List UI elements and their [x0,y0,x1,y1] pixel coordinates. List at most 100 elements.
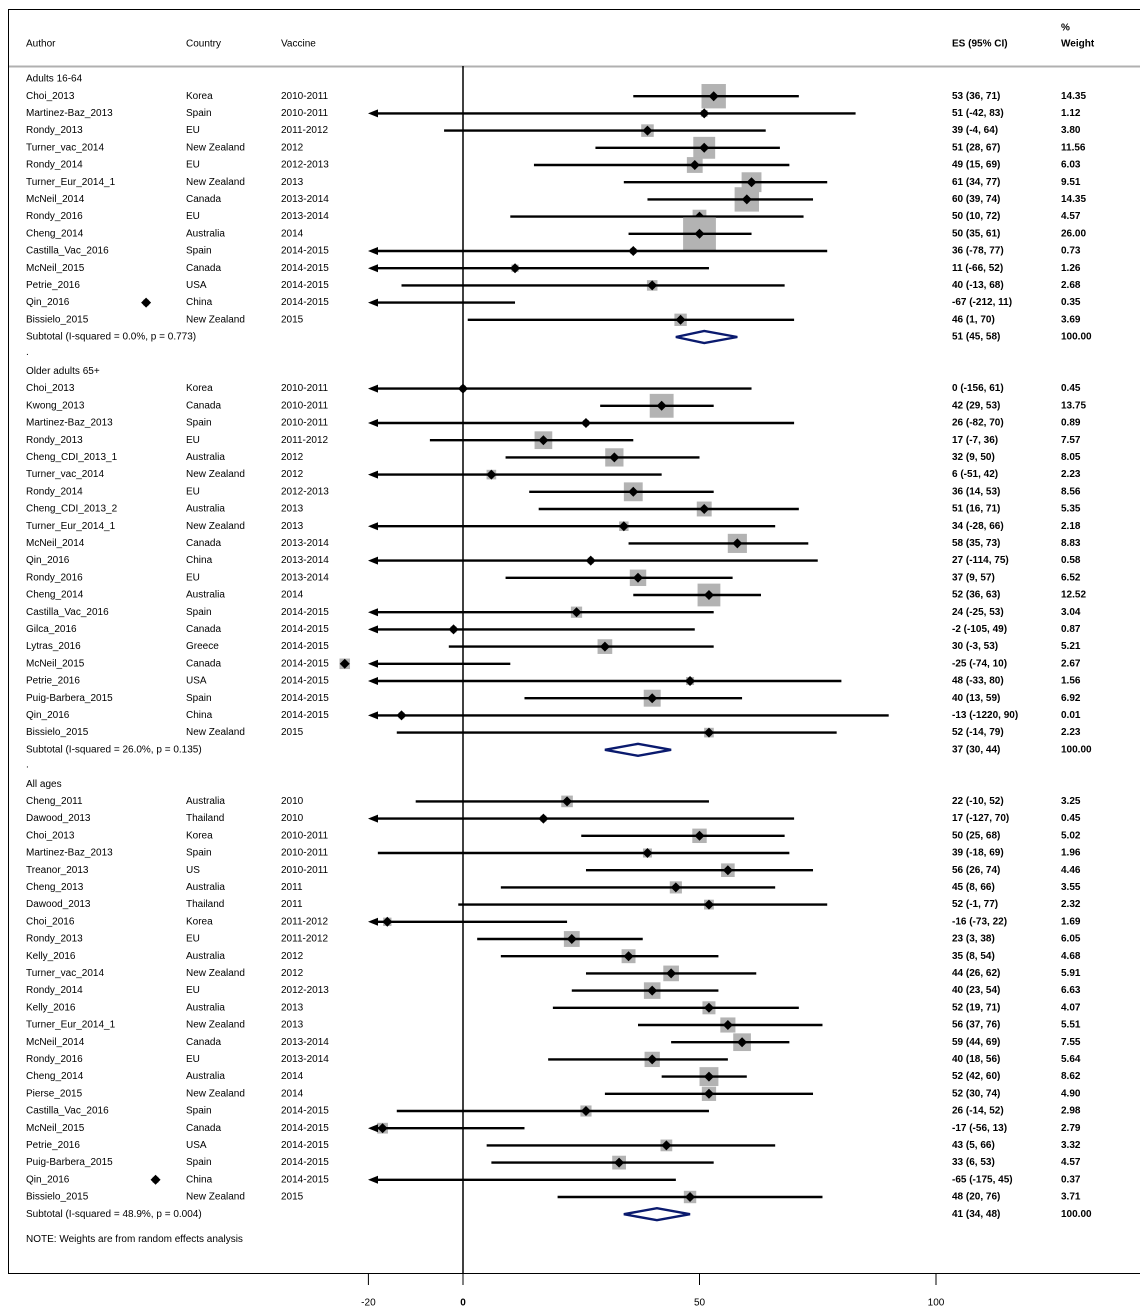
point-estimate [566,934,577,944]
study-row [368,469,662,480]
study-vaccine: 2014-2015 [281,1174,329,1185]
study-country: China [186,710,213,721]
study-row [595,136,780,159]
study-weight: 12.52 [1061,590,1086,601]
study-es: 52 (36, 63) [952,590,1000,601]
study-weight: 26.00 [1061,228,1086,239]
study-weight: 5.91 [1061,968,1081,979]
study-row [368,1122,525,1134]
study-vaccine: 2014 [281,1088,304,1099]
study-row [368,263,709,274]
study-author: Turner_vac_2014 [26,968,104,979]
ci-arrow-left [368,608,378,617]
study-es: -17 (-56, 13) [952,1123,1007,1134]
study-row [529,482,714,502]
point-estimate [732,538,743,549]
study-country: EU [186,572,200,583]
study-country: Spain [186,1157,212,1168]
study-row [467,313,795,326]
group-separator-dot: . [26,347,29,358]
weights-note: NOTE: Weights are from random effects an… [26,1234,243,1245]
study-es: 50 (10, 72) [952,211,1000,222]
study-row [491,1155,714,1170]
study-country: EU [186,435,200,446]
study-author: Choi_2013 [26,830,75,841]
study-es: 51 (-42, 83) [952,108,1004,119]
study-es: 39 (-18, 69) [952,848,1004,859]
study-vaccine: 2015 [281,1192,304,1203]
x-tick-label: -20 [361,1298,376,1309]
point-estimate [746,177,757,188]
study-author: Turner_Eur_2014_1 [26,521,116,532]
study-weight: 5.64 [1061,1054,1081,1065]
study-country: New Zealand [186,1020,245,1031]
study-vaccine: 2015 [281,314,304,325]
study-author: Rondy_2016 [26,211,83,222]
study-es: 52 (-14, 79) [952,727,1004,738]
study-author: Rondy_2016 [26,572,83,583]
study-es: 23 (3, 38) [952,934,995,945]
study-author: McNeil_2015 [26,263,85,274]
study-country: USA [186,676,207,687]
study-country: Australia [186,882,225,893]
study-weight: 9.51 [1061,177,1081,188]
study-vaccine: 2012-2013 [281,985,329,996]
point-estimate [722,1020,733,1030]
study-weight: 1.69 [1061,916,1081,927]
study-country: Canada [186,624,221,635]
point-estimate [642,125,653,136]
ci-arrow-left [368,1124,378,1133]
study-es: 36 (14, 53) [952,486,1000,497]
study-row [368,418,795,428]
subtotal-diamond [604,742,672,758]
study-es: 40 (13, 59) [952,693,1000,704]
study-es: 58 (35, 73) [952,538,1000,549]
study-author: Lytras_2016 [26,641,81,652]
study-weight: 4.46 [1061,865,1081,876]
study-weight: 6.52 [1061,572,1081,583]
study-row [628,217,752,251]
study-es: 35 (8, 54) [952,951,995,962]
study-row [510,209,804,224]
point-estimate [685,1192,696,1202]
study-vaccine: 2014-2015 [281,624,329,635]
study-es: 27 (-114, 75) [952,555,1009,566]
study-vaccine: 2012 [281,469,304,480]
study-country: EU [186,934,200,945]
study-vaccine: 2010-2011 [281,848,329,859]
study-country: Korea [186,383,213,394]
study-weight: 5.51 [1061,1020,1081,1031]
study-row [505,448,700,467]
study-country: New Zealand [186,469,245,480]
study-es: 40 (18, 56) [952,1054,1000,1065]
study-author: Bissielo_2015 [26,314,89,325]
study-weight: 7.55 [1061,1037,1081,1048]
study-country: EU [186,1054,200,1065]
study-country: Australia [186,504,225,515]
study-weight: 3.25 [1061,796,1081,807]
study-country: Korea [186,830,213,841]
study-row [339,658,511,670]
study-author: Rondy_2014 [26,486,83,497]
ci-arrow-left [368,556,378,565]
study-country: US [186,865,200,876]
study-es: 34 (-28, 66) [952,521,1004,532]
study-vaccine: 2013-2014 [281,1037,329,1048]
study-row [401,280,785,291]
study-row [571,982,719,999]
study-author: Petrie_2016 [26,1140,80,1151]
study-author: Kwong_2013 [26,400,85,411]
study-vaccine: 2014-2015 [281,280,329,291]
study-author: Cheng_2014 [26,228,84,239]
study-vaccine: 2014-2015 [281,693,329,704]
study-es: -67 (-212, 11) [952,297,1012,308]
study-es: 36 (-78, 77) [952,246,1004,257]
study-weight: 6.63 [1061,985,1081,996]
study-es: 51 (28, 67) [952,142,1000,153]
point-estimate [614,1157,625,1168]
point-estimate [562,796,573,807]
study-author: Turner_vac_2014 [26,469,104,480]
study-vaccine: 2014-2015 [281,297,329,308]
study-vaccine: 2015 [281,727,304,738]
study-es: 39 (-4, 64) [952,125,998,136]
